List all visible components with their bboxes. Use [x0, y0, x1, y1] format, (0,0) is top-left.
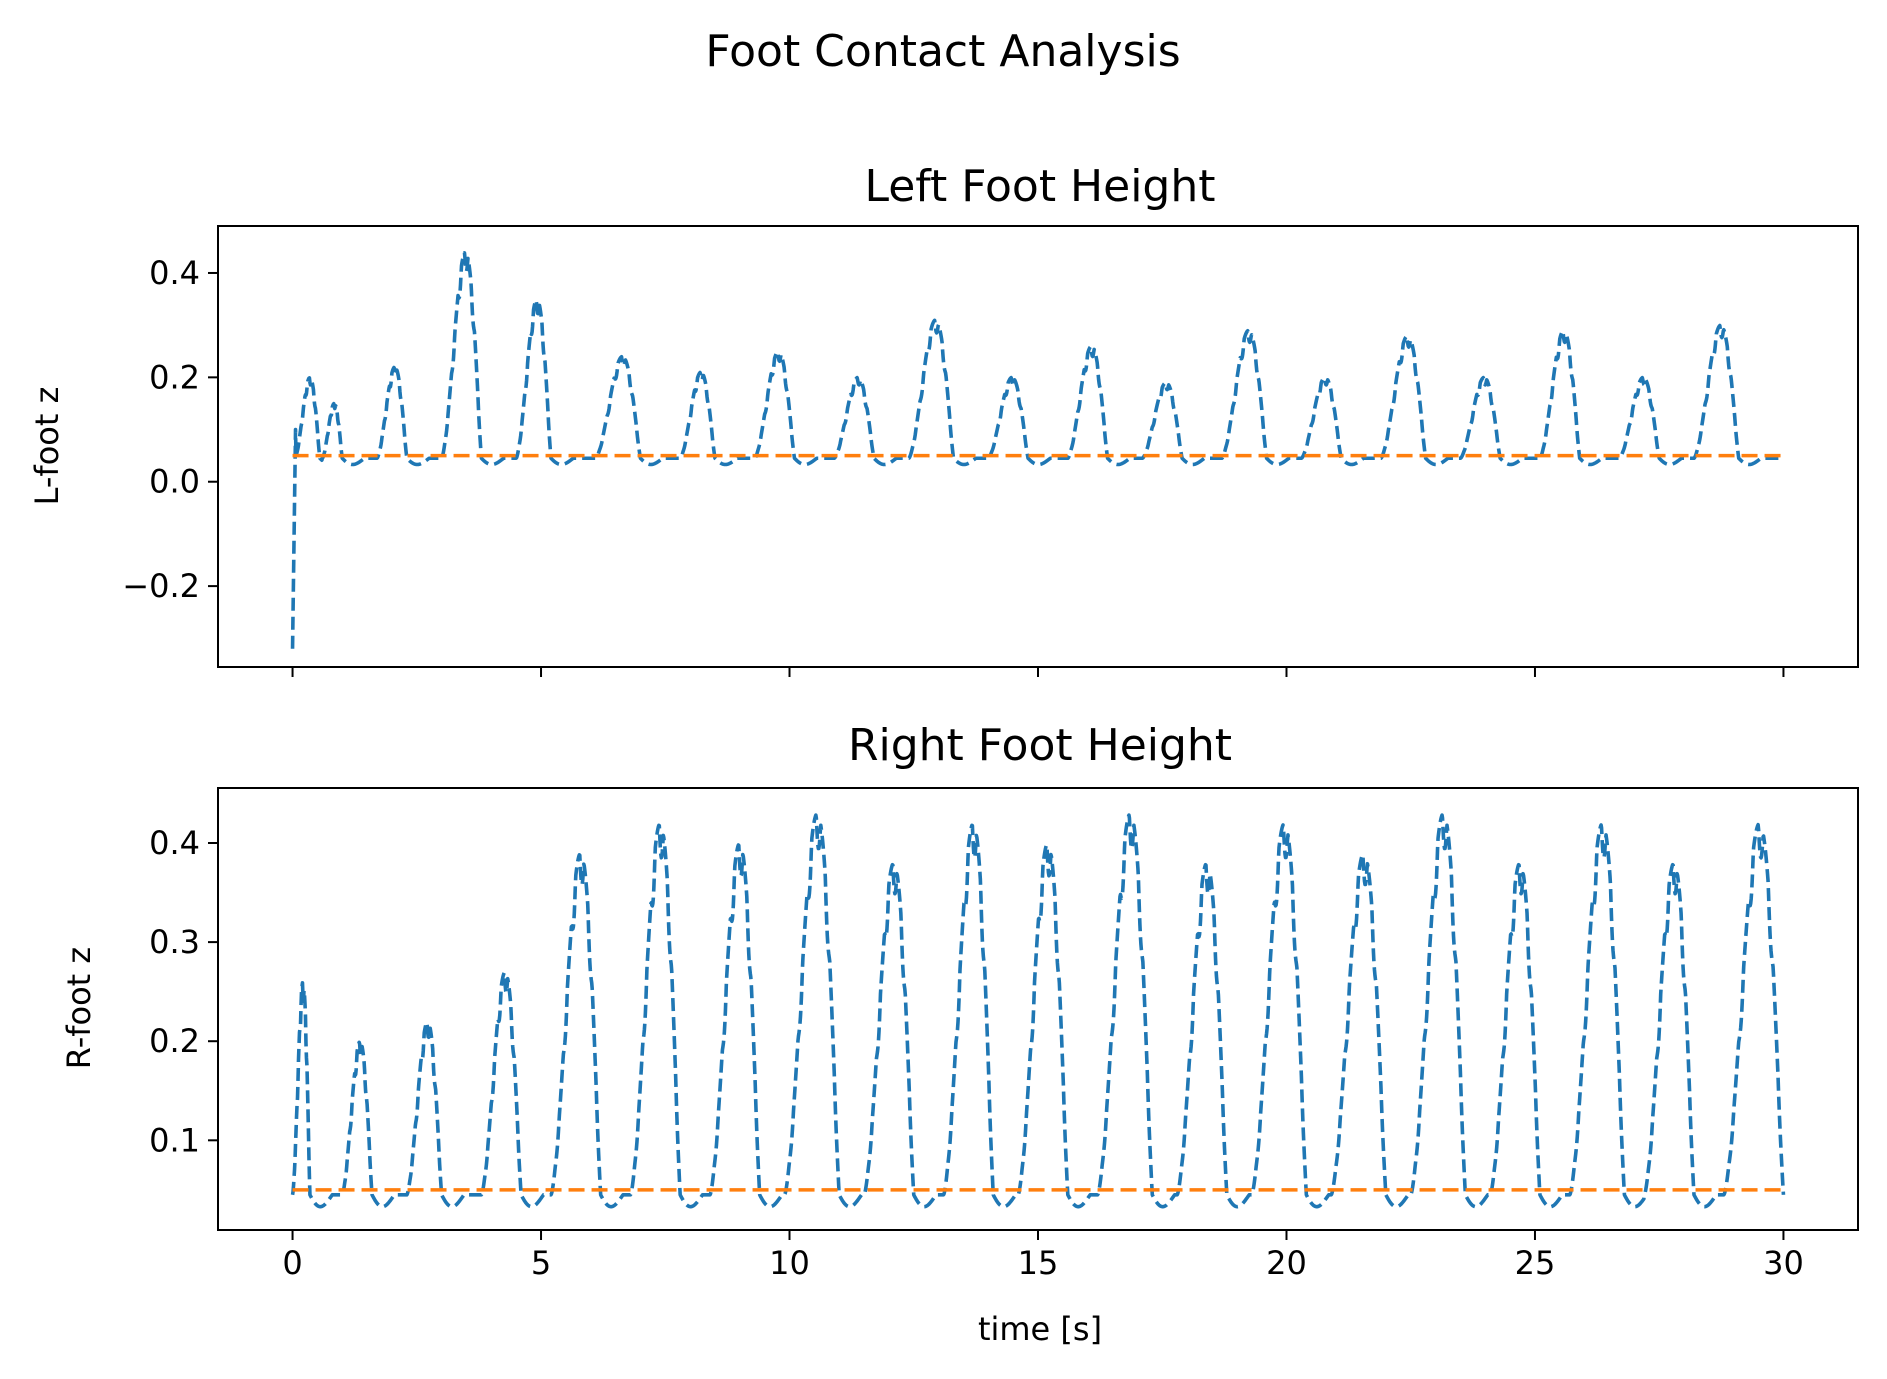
right-foot-xtick-label-1: 5 [531, 1244, 551, 1282]
left-foot-axes-frame [217, 225, 1859, 668]
right-foot-title: Right Foot Height [848, 720, 1232, 771]
left-foot-title: Left Foot Height [864, 161, 1215, 212]
left-foot-panel: Left Foot Height L-foot z −0.2 0.0 0.2 0.4 [28, 161, 1859, 677]
right-foot-panel: Right Foot Height R-foot z time [s] 0 5 10… [60, 720, 1859, 1348]
right-foot-xlabel: time [s] [978, 1310, 1102, 1348]
right-foot-ytick-label-3: 0.4 [149, 824, 200, 862]
right-foot-xtick-label-6: 30 [1763, 1244, 1804, 1282]
right-foot-ytick-label-2: 0.3 [149, 923, 200, 961]
right-foot-ytick-label-0: 0.1 [149, 1121, 200, 1159]
right-foot-xtick-label-0: 0 [282, 1244, 302, 1282]
right-foot-height-series [290, 813, 1786, 1209]
right-foot-ylabel: R-foot z [60, 947, 98, 1069]
left-foot-ylabel: L-foot z [28, 387, 66, 506]
right-foot-ytick-label-1: 0.2 [149, 1022, 200, 1060]
left-foot-ytick-label-3: 0.4 [149, 254, 200, 292]
right-foot-axes-frame [217, 787, 1859, 1231]
right-foot-xtick-label-5: 25 [1515, 1244, 1556, 1282]
left-foot-ytick-label-2: 0.2 [149, 358, 200, 396]
figure-suptitle: Foot Contact Analysis [705, 26, 1180, 77]
left-foot-height-series [290, 251, 1785, 649]
right-foot-xtick-label-2: 10 [769, 1244, 810, 1282]
right-foot-xtick-label-4: 20 [1266, 1244, 1307, 1282]
left-foot-ytick-label-1: 0.0 [149, 463, 200, 501]
right-foot-xtick-label-3: 15 [1018, 1244, 1059, 1282]
left-foot-ytick-label-0: −0.2 [122, 567, 200, 605]
